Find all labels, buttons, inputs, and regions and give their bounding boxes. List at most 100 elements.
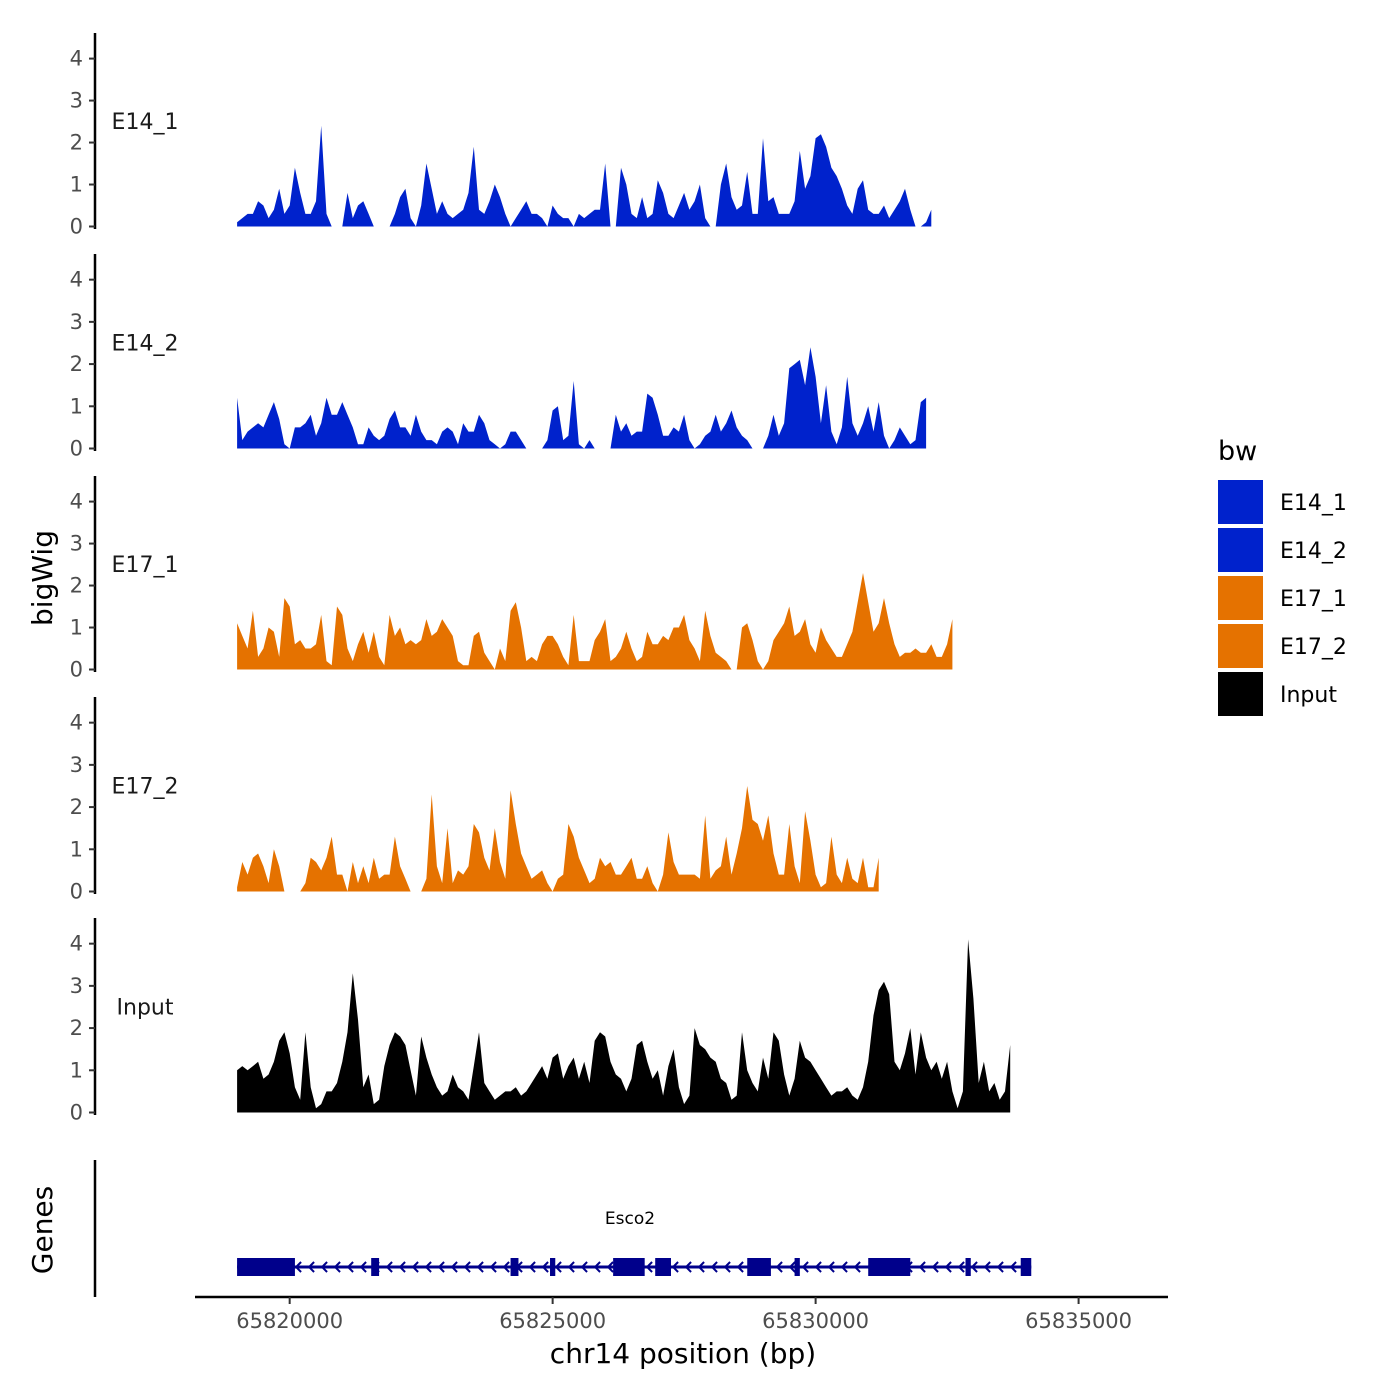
y-tick-label: 1 <box>70 394 83 418</box>
strand-arrow <box>775 1261 783 1273</box>
exon <box>237 1258 295 1276</box>
x-axis: 65820000 65825000 65830000 65835000 <box>195 1295 1168 1333</box>
x-tick-label: 65820000 <box>236 1309 343 1333</box>
exon <box>747 1258 771 1276</box>
track-label: E14_2 <box>112 332 179 357</box>
signal-area-Input <box>237 939 1011 1113</box>
track-E17_2: 0 1 2 3 4 E17_2 <box>70 697 879 904</box>
y-tick-label: 0 <box>70 215 83 239</box>
track-E14_1: 0 1 2 3 4 E14_1 <box>70 33 932 239</box>
strand-arrow <box>1009 1261 1017 1273</box>
y-tick-label: 4 <box>70 47 83 71</box>
strand-arrow <box>424 1261 432 1273</box>
strand-arrow <box>333 1261 341 1273</box>
y-tick-label: 2 <box>70 131 83 155</box>
exon <box>1020 1258 1032 1276</box>
strand-arrow <box>476 1261 484 1273</box>
legend-label: E14_1 <box>1280 491 1347 516</box>
x-axis-title: chr14 position (bp) <box>550 1337 816 1370</box>
y-tick-label: 4 <box>70 490 83 514</box>
legend-label: Input <box>1280 683 1337 708</box>
strand-arrow <box>541 1261 549 1273</box>
y-axis-title-genes: Genes <box>26 1186 59 1274</box>
y-tick-label: 0 <box>70 880 83 904</box>
strand-arrow <box>957 1261 965 1273</box>
legend-title: bw <box>1218 436 1257 467</box>
track-Input: 0 1 2 3 4 Input <box>70 918 1011 1125</box>
legend-label: E14_2 <box>1280 539 1347 564</box>
strand-arrow <box>996 1261 1004 1273</box>
strand-arrow <box>671 1261 679 1273</box>
signal-area-E14_2 <box>237 347 927 449</box>
strand-arrow <box>723 1261 731 1273</box>
strand-arrow <box>346 1261 354 1273</box>
y-tick-label: 4 <box>70 932 83 956</box>
y-tick-label: 0 <box>70 1101 83 1125</box>
strand-arrow <box>736 1261 744 1273</box>
y-tick-label: 3 <box>70 310 83 334</box>
y-axis-title-tracks: bigWig <box>26 530 59 626</box>
legend-swatch-E14_1 <box>1218 480 1263 524</box>
strand-arrow <box>710 1261 718 1273</box>
strand-arrow <box>398 1261 406 1273</box>
strand-arrow <box>788 1261 796 1273</box>
y-tick-label: 4 <box>70 268 83 292</box>
strand-arrow <box>437 1261 445 1273</box>
strand-arrow <box>307 1261 315 1273</box>
signal-area-E14_1 <box>237 125 932 227</box>
legend-swatch-E17_1 <box>1218 576 1263 620</box>
strand-arrow <box>645 1261 653 1273</box>
legend-swatch-E14_2 <box>1218 528 1263 572</box>
strand-arrow <box>320 1261 328 1273</box>
track-label: Input <box>117 996 174 1021</box>
strand-arrow <box>450 1261 458 1273</box>
legend-label: E17_1 <box>1280 587 1347 612</box>
y-tick-label: 3 <box>70 753 83 777</box>
exon <box>613 1258 645 1276</box>
strand-arrow <box>697 1261 705 1273</box>
y-tick-label: 2 <box>70 574 83 598</box>
y-tick-label: 3 <box>70 89 83 113</box>
strand-arrow <box>970 1261 978 1273</box>
legend: bw E14_1 E14_2 E17_1 E17_2 Input <box>1218 436 1347 716</box>
y-tick-label: 0 <box>70 437 83 461</box>
y-tick-label: 1 <box>70 616 83 640</box>
y-tick-label: 2 <box>70 1016 83 1040</box>
track-label: E14_1 <box>112 110 179 135</box>
track-label: E17_2 <box>112 775 179 800</box>
strand-arrow <box>502 1261 510 1273</box>
y-tick-label: 0 <box>70 658 83 682</box>
strand-arrow <box>606 1261 614 1273</box>
gene-track: Esco2 <box>93 1160 1032 1297</box>
y-tick-label: 2 <box>70 795 83 819</box>
strand-arrow <box>931 1261 939 1273</box>
strand-arrow <box>944 1261 952 1273</box>
exon <box>655 1258 671 1276</box>
gene-label: Esco2 <box>605 1209 655 1229</box>
exon <box>868 1258 911 1276</box>
strand-arrow <box>528 1261 536 1273</box>
track-label: E17_1 <box>112 553 179 578</box>
exon <box>550 1258 556 1276</box>
x-tick-label: 65825000 <box>499 1309 606 1333</box>
strand-arrow <box>294 1261 302 1273</box>
y-tick-label: 4 <box>70 711 83 735</box>
strand-arrow <box>411 1261 419 1273</box>
strand-arrow <box>684 1261 692 1273</box>
strand-arrow <box>840 1261 848 1273</box>
legend-swatch-Input <box>1218 672 1263 716</box>
strand-arrow <box>580 1261 588 1273</box>
legend-label: E17_2 <box>1280 635 1347 660</box>
strand-arrow <box>554 1261 562 1273</box>
x-tick-label: 65835000 <box>1025 1309 1132 1333</box>
strand-arrow <box>853 1261 861 1273</box>
exon <box>794 1258 800 1276</box>
y-tick-label: 1 <box>70 837 83 861</box>
y-tick-label: 3 <box>70 532 83 556</box>
y-tick-label: 1 <box>70 1058 83 1082</box>
strand-arrow <box>359 1261 367 1273</box>
legend-swatch-E17_2 <box>1218 624 1263 668</box>
signal-area-E17_2 <box>237 786 879 892</box>
exon <box>371 1258 380 1276</box>
strand-arrow <box>567 1261 575 1273</box>
